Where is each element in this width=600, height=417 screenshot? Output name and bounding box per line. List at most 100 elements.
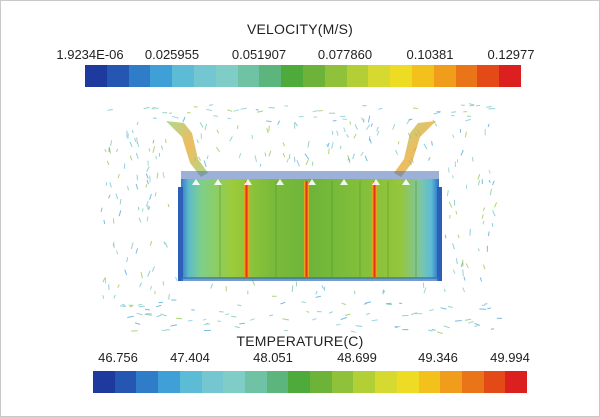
colorbar-swatch xyxy=(346,65,369,87)
velocity-arrow xyxy=(488,231,490,237)
velocity-arrow xyxy=(488,169,491,174)
velocity-arrow xyxy=(367,115,371,123)
velocity-arrow xyxy=(187,319,193,322)
velocity-arrow xyxy=(369,138,372,144)
velocity-arrow xyxy=(474,322,481,326)
colorbar-swatch xyxy=(244,371,267,393)
colorbar-swatch xyxy=(201,371,224,393)
velocity-colorbar xyxy=(85,65,521,87)
velocity-arrow xyxy=(105,182,108,186)
colorbar-swatch xyxy=(85,65,107,87)
velocity-arrow xyxy=(109,182,112,188)
velocity-arrow xyxy=(119,305,126,307)
velocity-arrow xyxy=(141,208,144,212)
velocity-arrow xyxy=(288,154,291,159)
velocity-arrow xyxy=(206,155,209,160)
temperature-tick: 49.994 xyxy=(490,350,530,365)
pack-bottom-plate xyxy=(181,277,439,281)
velocity-arrow xyxy=(251,134,253,139)
velocity-arrow xyxy=(282,318,290,321)
velocity-arrow xyxy=(135,183,139,190)
velocity-arrow xyxy=(135,152,139,159)
velocity-arrow xyxy=(413,107,418,110)
velocity-arrow xyxy=(363,303,368,305)
colorbar-swatch xyxy=(440,371,462,393)
colorbar-swatch xyxy=(433,65,456,87)
temperature-legend-ticks: 46.756 47.404 48.051 48.699 49.346 49.99… xyxy=(1,350,599,366)
velocity-arrow xyxy=(238,152,242,158)
velocity-arrow xyxy=(115,250,119,255)
velocity-arrow xyxy=(494,202,498,208)
colorbar-swatch xyxy=(179,371,202,393)
velocity-arrow xyxy=(366,312,371,315)
velocity-arrow xyxy=(108,194,111,199)
velocity-arrow xyxy=(346,134,350,138)
velocity-arrow xyxy=(264,152,267,157)
colorbar-swatch xyxy=(302,65,325,87)
velocity-arrow xyxy=(477,174,481,180)
velocity-arrow xyxy=(282,142,286,147)
velocity-arrow xyxy=(354,124,358,130)
cell-terminal xyxy=(308,179,316,185)
velocity-arrow xyxy=(487,307,492,310)
velocity-arrow xyxy=(296,160,300,167)
battery-cells xyxy=(192,179,417,277)
velocity-arrow xyxy=(304,153,310,160)
velocity-arrow xyxy=(102,277,106,283)
velocity-arrow xyxy=(127,185,129,191)
velocity-vector-field xyxy=(100,103,503,334)
velocity-tick: 1.9234E-06 xyxy=(56,47,124,62)
velocity-arrow xyxy=(443,325,450,329)
velocity-arrow xyxy=(371,319,378,322)
velocity-arrow xyxy=(341,302,347,306)
velocity-arrow xyxy=(107,109,113,111)
velocity-arrow xyxy=(127,315,134,318)
velocity-arrow xyxy=(131,129,134,134)
velocity-arrow xyxy=(447,306,453,308)
velocity-arrow xyxy=(144,308,150,311)
left-inlet-jet xyxy=(166,121,208,177)
cell-terminal xyxy=(244,179,252,185)
velocity-arrow xyxy=(370,123,373,127)
velocity-arrow xyxy=(487,123,490,128)
velocity-arrow xyxy=(103,219,106,225)
hot-spot-strip xyxy=(372,181,377,277)
velocity-arrow xyxy=(213,115,219,117)
colorbar-swatch xyxy=(411,65,434,87)
velocity-arrow xyxy=(352,153,355,160)
velocity-arrow xyxy=(307,140,310,148)
velocity-arrow xyxy=(129,155,133,161)
velocity-arrow xyxy=(446,190,449,197)
velocity-arrow xyxy=(144,313,152,316)
velocity-arrow xyxy=(492,210,496,217)
left-side-channel xyxy=(178,187,183,281)
velocity-arrow xyxy=(489,188,493,196)
velocity-arrow xyxy=(444,234,447,239)
velocity-arrow xyxy=(163,241,166,245)
velocity-arrow xyxy=(286,158,289,163)
velocity-tick: 0.077860 xyxy=(317,47,373,62)
velocity-arrow xyxy=(347,157,350,161)
velocity-arrow xyxy=(255,108,259,111)
velocity-arrow xyxy=(365,124,371,131)
velocity-arrow xyxy=(115,193,119,200)
colorbar-swatch xyxy=(375,371,397,393)
velocity-tick: 0.051907 xyxy=(231,47,287,62)
velocity-arrow xyxy=(196,139,199,144)
velocity-arrow xyxy=(146,216,149,222)
velocity-arrow xyxy=(203,160,207,167)
velocity-arrow xyxy=(479,308,487,310)
velocity-arrow xyxy=(170,324,178,327)
velocity-arrow xyxy=(451,175,455,179)
velocity-arrow xyxy=(294,121,299,127)
velocity-arrow xyxy=(423,287,427,294)
velocity-arrow xyxy=(229,136,233,142)
colorbar-swatch xyxy=(237,65,260,87)
colorbar-swatch xyxy=(396,371,419,393)
velocity-arrow xyxy=(227,109,233,112)
velocity-arrow xyxy=(149,240,153,246)
velocity-arrow xyxy=(452,243,455,250)
velocity-arrow xyxy=(145,184,148,188)
velocity-arrow xyxy=(340,317,348,320)
velocity-arrow xyxy=(136,121,139,126)
